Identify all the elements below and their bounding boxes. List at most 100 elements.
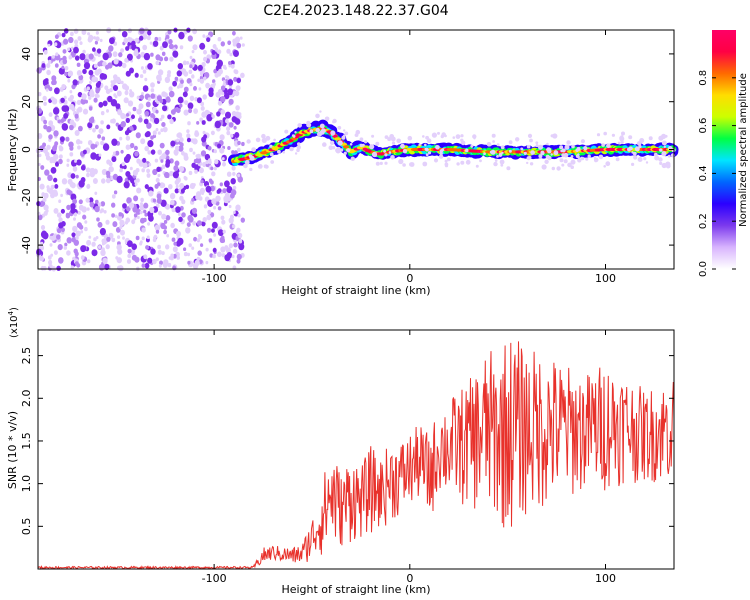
noise-speckle (119, 136, 123, 141)
noise-speckle (77, 91, 83, 98)
ridge-speckle (282, 150, 286, 154)
noise-speckle (48, 120, 54, 127)
noise-speckle (74, 39, 79, 45)
noise-speckle (68, 55, 73, 60)
ridge-speckle (355, 129, 361, 135)
noise-speckle (191, 246, 195, 250)
noise-speckle (214, 159, 219, 165)
ridge-speckle (596, 133, 601, 137)
noise-speckle (206, 227, 212, 233)
noise-speckle (156, 166, 161, 172)
noise-speckle (47, 255, 52, 260)
noise-speckle (173, 241, 177, 246)
noise-speckle (233, 125, 237, 130)
noise-speckle (152, 258, 157, 265)
noise-speckle (114, 214, 118, 218)
noise-speckle (111, 138, 118, 146)
noise-speckle (104, 263, 110, 271)
noise-speckle (187, 102, 194, 110)
ridge-speckle (277, 149, 281, 154)
noise-speckle (224, 245, 229, 250)
noise-speckle (44, 78, 49, 83)
ridge-speckle (499, 159, 505, 165)
noise-speckle (186, 133, 191, 139)
noise-speckle (228, 243, 234, 249)
noise-speckle (48, 259, 53, 265)
noise-speckle (163, 259, 169, 266)
ridge-speckle (384, 153, 388, 157)
noise-speckle (191, 197, 195, 202)
ridge-speckle (387, 137, 392, 142)
noise-speckle (176, 230, 181, 237)
noise-speckle (111, 213, 115, 218)
noise-speckle (78, 180, 85, 188)
noise-speckle (110, 80, 114, 84)
ridge-speckle (556, 166, 561, 171)
noise-speckle (50, 167, 57, 174)
noise-speckle (99, 210, 103, 214)
noise-speckle (67, 47, 70, 52)
snr-y-tick-label: 1.5 (20, 432, 33, 450)
ridge-speckle (446, 157, 451, 162)
noise-speckle (57, 119, 61, 124)
noise-speckle (236, 258, 241, 264)
colorbar-label: Normalized spectral amplitude (738, 73, 749, 227)
noise-speckle (129, 125, 134, 131)
noise-speckle (144, 77, 148, 82)
noise-speckle (224, 180, 230, 188)
noise-speckle (217, 206, 222, 211)
noise-speckle (84, 99, 88, 104)
noise-speckle (74, 261, 79, 266)
snr-frame (37, 329, 675, 570)
ridge-speckle (529, 138, 533, 143)
noise-speckle (189, 82, 193, 87)
noise-speckle (54, 87, 60, 95)
noise-speckle (197, 78, 201, 83)
ridge-speckle (535, 141, 539, 145)
noise-speckle (232, 248, 238, 254)
noise-speckle (133, 195, 139, 202)
noise-speckle (75, 236, 79, 240)
noise-speckle (64, 71, 68, 77)
noise-speckle (152, 40, 159, 47)
noise-speckle (102, 257, 108, 265)
noise-speckle (237, 213, 241, 218)
noise-speckle (66, 204, 71, 211)
noise-speckle (74, 159, 77, 163)
noise-speckle (169, 56, 174, 62)
noise-speckle (176, 138, 180, 143)
noise-speckle (154, 224, 161, 231)
noise-speckle (213, 205, 217, 210)
noise-speckle (54, 34, 59, 39)
noise-speckle (127, 174, 133, 181)
ridge-speckle (561, 148, 566, 153)
noise-speckle (170, 140, 176, 147)
noise-speckle (56, 228, 62, 234)
ridge-speckle (473, 137, 476, 140)
noise-speckle (41, 63, 46, 68)
ridge-speckle (632, 151, 637, 156)
spectrogram-noise-region (35, 27, 245, 272)
ridge-speckle (567, 162, 572, 168)
noise-speckle (228, 61, 232, 65)
noise-speckle (240, 217, 245, 223)
noise-speckle (101, 242, 105, 246)
ridge-speckle (552, 133, 558, 139)
noise-speckle (203, 76, 207, 81)
noise-speckle (61, 178, 68, 185)
noise-speckle (163, 225, 167, 230)
ridge-speckle (486, 142, 492, 147)
ridge-speckle (570, 159, 576, 165)
noise-speckle (226, 126, 231, 132)
noise-speckle (87, 122, 93, 129)
noise-speckle (90, 89, 94, 93)
noise-speckle (229, 52, 233, 57)
ridge-speckle (435, 145, 440, 150)
spectrogram-y-tick-label: -20 (20, 188, 33, 206)
ridge-speckle (344, 131, 349, 136)
noise-speckle (126, 113, 130, 117)
noise-speckle (168, 90, 175, 98)
ridge-speckle (455, 134, 461, 140)
ridge-speckle (383, 149, 386, 153)
noise-speckle (75, 230, 81, 237)
